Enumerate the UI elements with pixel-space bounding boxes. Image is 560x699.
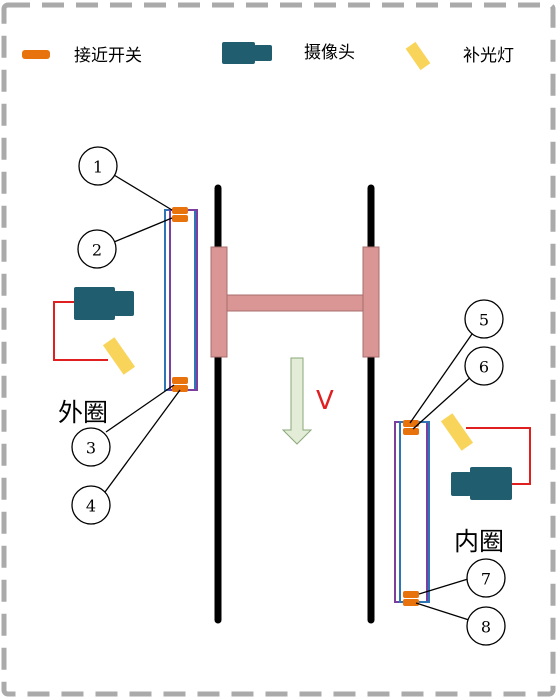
marker-6: 6 (464, 346, 504, 386)
marker-3: 3 (71, 427, 111, 467)
marker-2: 2 (77, 229, 117, 269)
svg-text:8: 8 (481, 618, 491, 637)
fill-light-icon (405, 41, 431, 71)
proximity-switch-5 (403, 420, 419, 427)
legend-fill-light-label: 补光灯 (463, 46, 514, 66)
marker-1: 1 (78, 146, 118, 186)
legend-camera-label: 摄像头 (304, 43, 355, 63)
outer-ring-label: 外圈 (58, 398, 108, 427)
inner-camera-wire (466, 427, 531, 485)
legend: 接近开关 摄像头 补光灯 (22, 41, 514, 71)
outer-fill-light-icon (102, 337, 136, 375)
inner-camera-icon (451, 467, 512, 500)
svg-text:3: 3 (86, 439, 96, 458)
inner-ring-label: 内圈 (454, 527, 504, 556)
proximity-switch-2 (172, 215, 188, 222)
proximity-switch-3 (172, 377, 188, 384)
legend-proximity-switch-label: 接近开关 (74, 46, 142, 66)
motion-arrow (281, 357, 313, 445)
svg-text:4: 4 (86, 497, 96, 516)
marker-4: 4 (71, 485, 111, 525)
proximity-switch-4 (172, 385, 188, 392)
inner-sensor-frame (394, 421, 430, 603)
svg-text:2: 2 (92, 241, 102, 260)
inner-fill-light-icon (440, 413, 474, 451)
proximity-switch-8 (403, 599, 419, 606)
proximity-switch-1 (172, 207, 188, 214)
velocity-label: V (316, 386, 334, 416)
proximity-switch-6 (403, 428, 419, 435)
marker-5: 5 (464, 299, 504, 339)
outer-camera-wire (53, 301, 108, 361)
leader-lines (104, 174, 474, 621)
marker-7: 7 (466, 558, 506, 598)
camera-icon (222, 42, 272, 64)
svg-text:6: 6 (479, 358, 489, 377)
proximity-switch-7 (403, 591, 419, 598)
outer-camera-icon (74, 287, 134, 320)
svg-text:5: 5 (479, 311, 489, 330)
crossbar (210, 246, 380, 358)
svg-text:7: 7 (481, 570, 491, 589)
proximity-switch-icon (22, 50, 50, 59)
outer-sensor-frame (164, 209, 198, 391)
marker-8: 8 (466, 606, 506, 646)
svg-text:1: 1 (93, 158, 103, 177)
